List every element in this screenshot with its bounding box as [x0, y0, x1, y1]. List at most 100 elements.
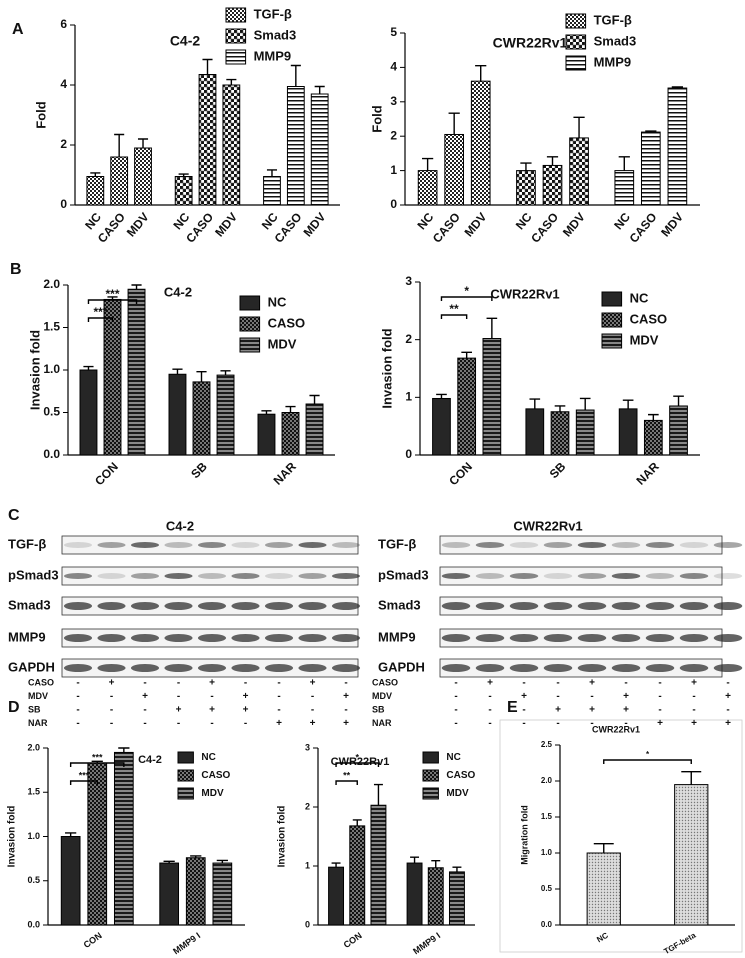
bar: [159, 862, 180, 926]
treatment-mark: -: [522, 678, 525, 689]
treatment-mark: -: [143, 678, 146, 689]
bar: [263, 176, 281, 206]
treatment-mark: +: [555, 705, 561, 716]
blot-band: [231, 664, 260, 672]
blot-band: [713, 664, 743, 672]
error-bar: [673, 395, 684, 406]
legend-swatch: [225, 7, 247, 23]
chart-title: C4-2: [170, 33, 201, 49]
significance-label: *: [464, 284, 469, 298]
bar: [134, 147, 152, 206]
significance-label: *: [355, 752, 359, 762]
bar: [643, 419, 663, 456]
blot-band: [164, 664, 193, 672]
legend-label: NC: [630, 290, 649, 305]
error-bar: [475, 64, 487, 82]
legend-swatch: [239, 316, 261, 332]
error-bar: [216, 859, 228, 864]
blot-band: [63, 634, 93, 642]
chart-title: CWR22Rv1: [490, 286, 559, 301]
error-bar: [520, 162, 532, 171]
blot-band: [543, 573, 573, 579]
bar: [618, 408, 638, 456]
bar: [87, 762, 108, 926]
blot-band: [164, 542, 193, 548]
bar: [482, 338, 502, 456]
bar: [185, 857, 206, 926]
chart-title: C4-2: [138, 754, 162, 766]
blot-band: [298, 634, 327, 642]
significance-label: **: [449, 302, 459, 316]
bar: [174, 176, 193, 206]
treatment-mark: -: [556, 678, 559, 689]
legend-label: Smad3: [254, 27, 297, 42]
error-bar: [486, 317, 498, 339]
blot-band: [164, 634, 193, 642]
blot-row-label: GAPDH: [8, 659, 55, 674]
legend-swatch: [422, 769, 439, 782]
blot-band: [475, 573, 505, 579]
error-bar: [172, 368, 183, 375]
bar: [667, 87, 688, 206]
blot-band: [543, 542, 573, 548]
bar: [427, 867, 444, 926]
blot-band: [577, 602, 607, 610]
blot-band: [611, 664, 641, 672]
treatment-mark: +: [521, 691, 527, 702]
error-bar: [410, 856, 420, 864]
blot-band: [577, 664, 607, 672]
treatment-mark: -: [311, 691, 314, 702]
blot-band: [679, 573, 709, 579]
y-axis-label: Fold: [369, 105, 384, 132]
legend-label: NC: [268, 294, 287, 309]
blot-row-label: Smad3: [378, 597, 421, 612]
x-tick-label: NC: [414, 210, 436, 233]
error-bar: [309, 394, 320, 404]
error-bar: [681, 770, 702, 785]
x-tick-label: MDV: [301, 210, 329, 239]
treatment-mark: -: [658, 678, 661, 689]
blot-band: [645, 573, 675, 579]
chart-title: CWR22Rv1: [493, 35, 568, 51]
x-tick-label: CASO: [528, 210, 561, 246]
bar: [79, 369, 98, 456]
panel-label: E: [507, 699, 518, 716]
y-tick-label: 6: [60, 17, 67, 31]
treatment-mark: -: [658, 705, 661, 716]
blot-band: [331, 602, 361, 610]
x-tick-label: CASO: [430, 210, 463, 246]
blot-row-label: MMP9: [8, 629, 46, 644]
treatment-mark: +: [310, 678, 316, 689]
blot-band: [645, 542, 675, 548]
y-tick-label: 2: [405, 332, 412, 346]
treatment-mark: -: [244, 718, 247, 729]
bar: [286, 86, 305, 206]
error-bar: [118, 747, 130, 753]
panel-label: C: [8, 507, 20, 524]
blot-band: [197, 573, 227, 579]
blot-band: [577, 634, 607, 642]
blot-band: [130, 542, 160, 548]
treatment-label: CASO: [28, 677, 54, 687]
blot-band: [197, 542, 227, 548]
legend-label: TGF-β: [254, 6, 292, 21]
legend-swatch: [239, 295, 261, 311]
bar: [516, 170, 536, 206]
x-tick-label: SB: [547, 459, 569, 481]
legend-label: Smad3: [594, 33, 637, 48]
error-bar: [314, 85, 325, 94]
blot-band: [441, 542, 471, 548]
blot-band: [197, 634, 227, 642]
error-bar: [579, 397, 591, 411]
blot-band: [197, 602, 227, 610]
blot-title: C4-2: [166, 518, 194, 533]
blot-band: [231, 542, 260, 548]
treatment-mark: -: [244, 678, 247, 689]
error-bar: [107, 296, 118, 300]
bar: [168, 373, 187, 456]
bar: [542, 164, 563, 206]
treatment-mark: -: [110, 718, 113, 729]
blot-band: [264, 573, 294, 579]
legend-swatch: [565, 55, 587, 71]
blot-row-label: GAPDH: [378, 659, 425, 674]
